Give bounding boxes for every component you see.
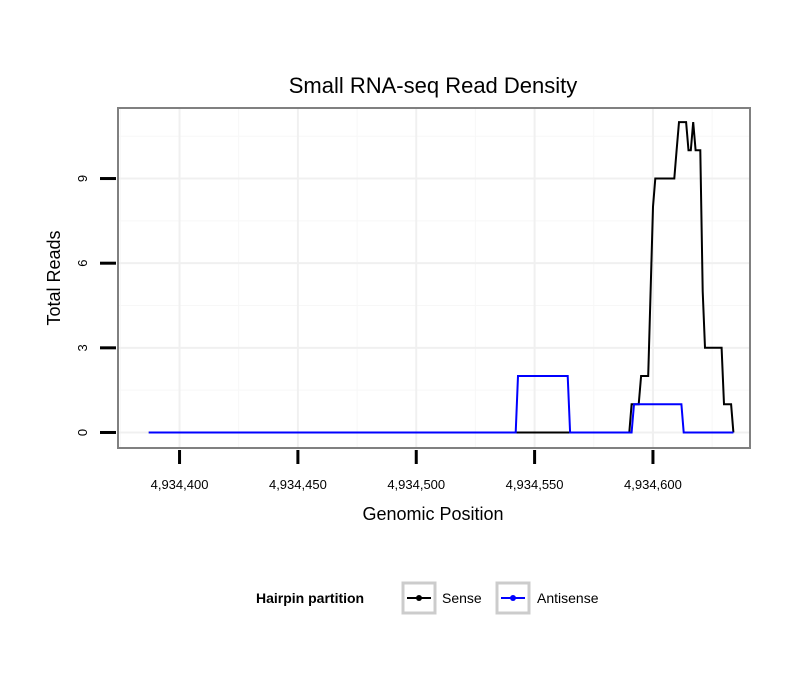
plot-border [117, 107, 751, 449]
y-axis-ticks: 0 3 6 9 [75, 175, 116, 436]
legend-item-sense: Sense [401, 581, 482, 615]
y-axis-title: Total Reads [44, 230, 64, 325]
x-tick-label: 4,934,500 [387, 477, 445, 492]
x-tick-label: 4,934,400 [151, 477, 209, 492]
legend: Hairpin partition Sense Antisense [256, 581, 599, 615]
legend-key-sense [401, 581, 437, 615]
x-tick-label: 4,934,450 [269, 477, 327, 492]
x-tick-label: 4,934,600 [624, 477, 682, 492]
legend-label-antisense: Antisense [537, 590, 599, 606]
y-tick-label: 9 [75, 175, 90, 182]
series-line-antisense [148, 375, 734, 434]
legend-label-sense: Sense [442, 590, 482, 606]
x-tick-label: 4,934,550 [506, 477, 564, 492]
series-line-sense [148, 121, 735, 434]
y-tick-label: 3 [75, 344, 90, 351]
legend-item-antisense: Antisense [495, 581, 599, 615]
x-axis-title: Genomic Position [362, 504, 503, 524]
legend-title: Hairpin partition [256, 590, 364, 606]
x-axis-ticks: 4,934,400 4,934,450 4,934,500 4,934,550 4,93… [151, 450, 682, 492]
y-tick-label: 0 [75, 429, 90, 436]
legend-key-antisense-dot [510, 595, 516, 601]
series-layer [148, 121, 735, 434]
chart-title: Small RNA-seq Read Density [289, 73, 578, 98]
grid [118, 108, 750, 448]
legend-key-antisense [495, 581, 531, 615]
legend-key-sense-dot [416, 595, 422, 601]
y-tick-label: 6 [75, 260, 90, 267]
